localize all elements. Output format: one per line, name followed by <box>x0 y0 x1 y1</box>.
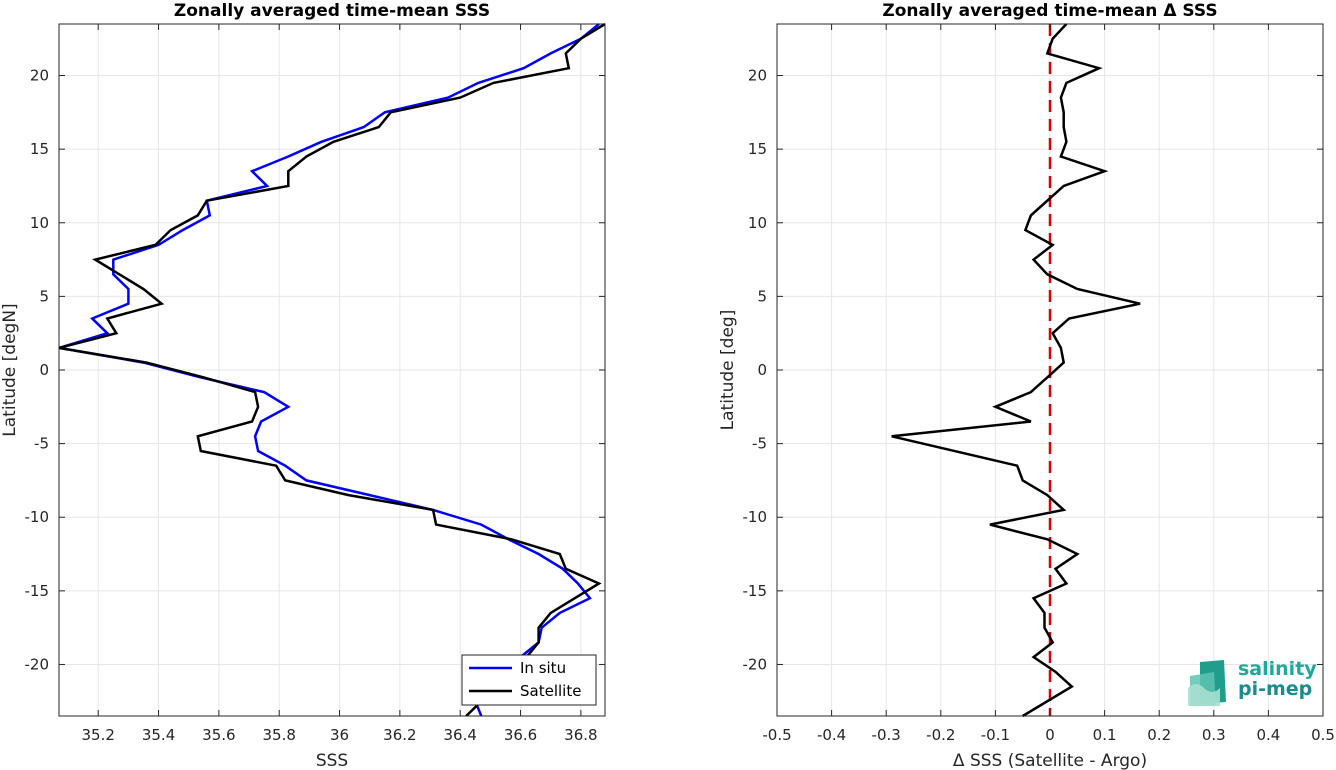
y-tick-label: 20 <box>748 67 767 85</box>
y-tick-label: -5 <box>34 435 49 453</box>
legend: In situ Satellite <box>461 654 597 706</box>
y-axis-label: Latitude [deg] <box>718 310 738 431</box>
y-tick-label: -20 <box>743 655 768 673</box>
x-axis-label: Δ SSS (Satellite - Argo) <box>953 751 1147 770</box>
x-tick-label: 35.2 <box>82 726 115 744</box>
y-axis-label: Latitude [degN] <box>0 303 20 436</box>
x-tick-label: 0 <box>1045 726 1055 744</box>
x-tick-label: 36.4 <box>444 726 477 744</box>
chart-title: Zonally averaged time-mean Δ SSS <box>882 1 1217 21</box>
x-tick-label: -0.3 <box>872 726 901 744</box>
x-tick-label: 0.1 <box>1093 726 1117 744</box>
y-tick-label: -20 <box>25 655 50 673</box>
x-tick-label: 0.4 <box>1256 726 1280 744</box>
x-tick-label: -0.2 <box>926 726 955 744</box>
y-tick-label: 20 <box>30 67 49 85</box>
y-tick-label: 10 <box>30 214 49 232</box>
legend-label-in-situ: In situ <box>520 659 566 677</box>
x-tick-label: -0.5 <box>762 726 791 744</box>
y-tick-label: -5 <box>752 435 767 453</box>
series-line-satellite <box>58 22 606 717</box>
x-tick-label: 36.2 <box>383 726 416 744</box>
x-tick-label: 35.4 <box>142 726 175 744</box>
x-tick-label: 36 <box>330 726 349 744</box>
x-axis-label: SSS <box>316 751 348 770</box>
x-tick-label: 36.8 <box>564 726 597 744</box>
y-tick-label: 15 <box>30 140 49 158</box>
x-tick-label: 0.2 <box>1147 726 1171 744</box>
panel-right-delta-sss-profile: -0.5 -0.4 -0.3 -0.2 -0.1 0 0.1 0.2 0.3 0.4 0.5 -20 -… <box>718 1 1335 770</box>
y-tick-label: 15 <box>748 140 767 158</box>
legend-box <box>461 654 597 706</box>
panel-left-sss-profile: 35.2 35.4 35.6 35.8 36 36.2 36.4 36.6 36.8 -20 -15… <box>0 1 606 770</box>
series-line-delta-sss <box>891 23 1141 718</box>
x-tick-label: -0.4 <box>817 726 846 744</box>
salinity-pi-mep-logo: salinity pi-mep <box>1186 658 1317 708</box>
legend-label-satellite: Satellite <box>520 682 581 700</box>
chart-title: Zonally averaged time-mean SSS <box>174 1 490 21</box>
y-tick-label: 5 <box>39 287 49 305</box>
wave-logo-icon <box>1188 660 1226 706</box>
y-tick-label: 5 <box>757 287 767 305</box>
logo-text-pi-mep: pi-mep <box>1238 678 1313 700</box>
x-tick-label: 0.3 <box>1202 726 1226 744</box>
x-tick-label: 36.6 <box>504 726 537 744</box>
y-tick-label: 0 <box>39 361 49 379</box>
x-tick-label: 35.8 <box>263 726 296 744</box>
y-tick-label: -10 <box>25 508 50 526</box>
x-tick-label: 35.6 <box>202 726 235 744</box>
x-tick-label: -0.1 <box>981 726 1010 744</box>
y-tick-label: -15 <box>25 582 50 600</box>
y-tick-label: 10 <box>748 214 767 232</box>
logo-text-salinity: salinity <box>1238 658 1317 680</box>
y-tick-label: -15 <box>743 582 768 600</box>
y-tick-label: 0 <box>757 361 767 379</box>
y-tick-label: -10 <box>743 508 768 526</box>
x-tick-label: 0.5 <box>1311 726 1335 744</box>
